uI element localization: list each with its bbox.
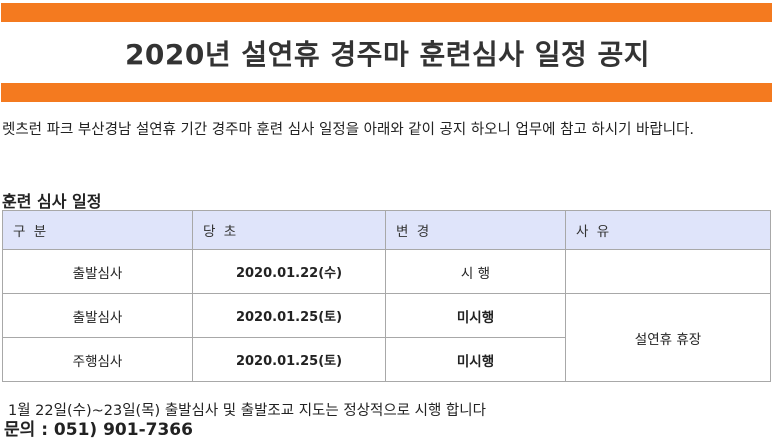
- merged-reason-cell: 설연휴 휴장: [565, 293, 771, 382]
- row-date: 2020.01.25(토): [192, 337, 386, 382]
- row-category: 출발심사: [2, 293, 193, 338]
- row-change: 시 행: [385, 249, 566, 294]
- row-change: 미시행: [385, 337, 566, 382]
- top-accent-bar: [1, 3, 772, 22]
- row-date: 2020.01.25(토): [192, 293, 386, 338]
- table-header-row: 구 분 당 초 변 경 사 유: [2, 210, 771, 250]
- contact-info: 문의 : 051) 901-7366: [4, 420, 193, 440]
- row-date: 2020.01.22(수): [192, 249, 386, 294]
- page-title: 2020년 설연휴 경주마 훈련심사 일정 공지: [124, 37, 651, 71]
- row-category: 출발심사: [2, 249, 193, 294]
- header-original: 당 초: [192, 210, 386, 250]
- section-title: 훈련 심사 일정: [2, 192, 102, 211]
- row-category: 주행심사: [2, 337, 193, 382]
- table-row: 주행심사 2020.01.25(토) 미시행: [2, 337, 771, 382]
- header-change: 변 경: [385, 210, 566, 250]
- row-change: 미시행: [385, 293, 566, 338]
- bottom-accent-bar: [1, 83, 772, 102]
- footer-note: 1월 22일(수)~23일(목) 출발심사 및 출발조교 지도는 정상적으로 시…: [8, 403, 486, 419]
- row-reason: [565, 249, 771, 294]
- table-row: 출발심사 2020.01.25(토) 미시행 설연휴 휴장: [2, 293, 771, 382]
- intro-paragraph: 렛츠런 파크 부산경남 설연휴 기간 경주마 훈련 심사 일정을 아래와 같이 …: [2, 122, 694, 138]
- table-row: 출발심사 2020.01.22(수) 시 행: [2, 249, 771, 294]
- header-reason: 사 유: [565, 210, 771, 250]
- schedule-table: 구 분 당 초 변 경 사 유 출발심사 2020.01.22(수) 시 행 출…: [2, 210, 771, 382]
- header-category: 구 분: [2, 210, 193, 250]
